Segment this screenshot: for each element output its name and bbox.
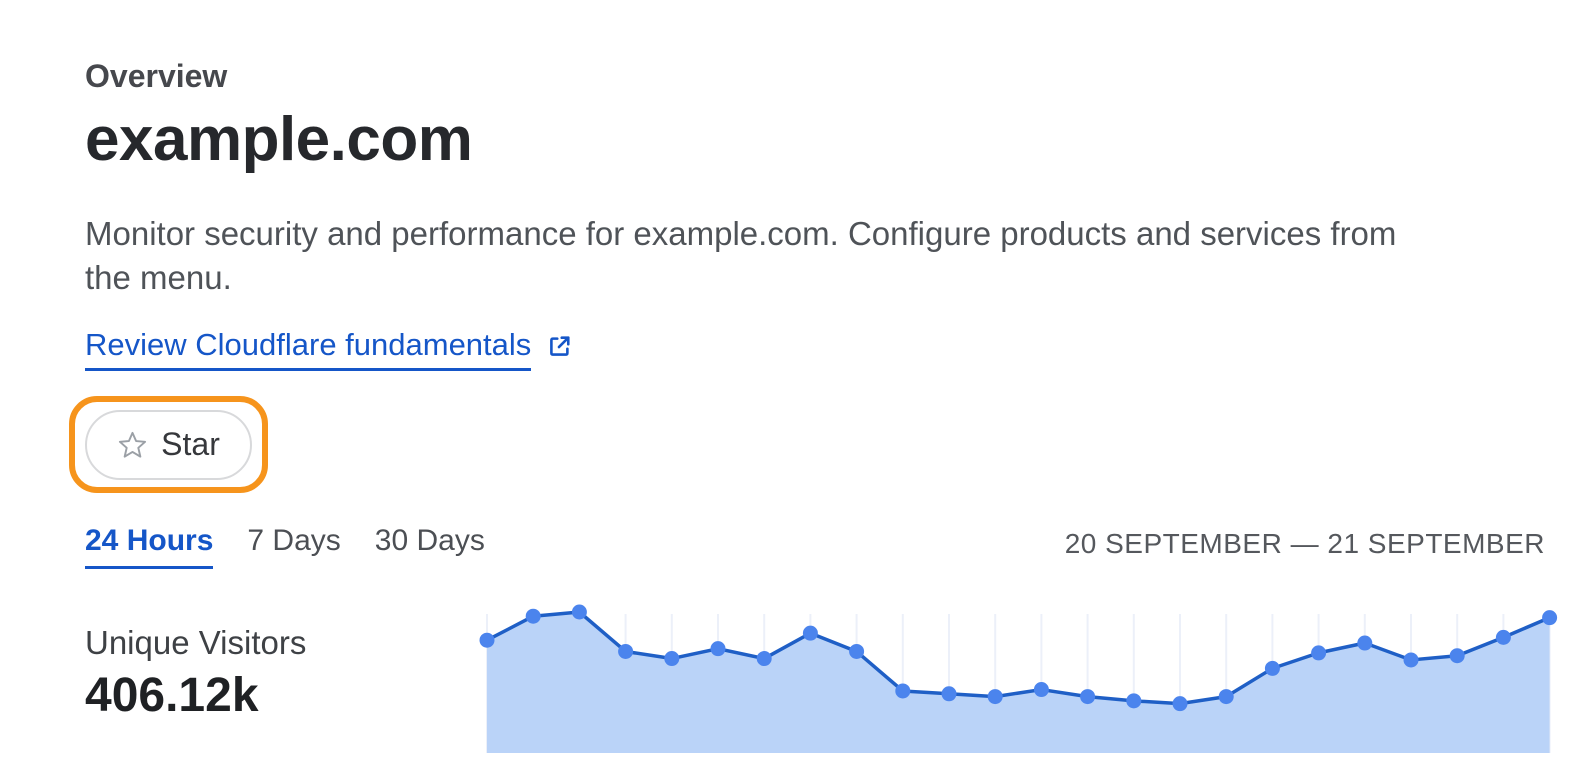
star-icon [119, 431, 147, 458]
review-fundamentals-link[interactable]: Review Cloudflare fundamentals [85, 327, 573, 371]
review-fundamentals-link-label: Review Cloudflare fundamentals [85, 327, 532, 371]
unique-visitors-value: 406.12k [85, 669, 259, 722]
unique-visitors-label: Unique Visitors [85, 624, 307, 661]
time-range-tabs: 24 Hours 7 Days 30 Days [85, 524, 485, 569]
page-description: Monitor security and performance for exa… [85, 215, 1397, 296]
tab-24-hours[interactable]: 24 Hours [85, 524, 214, 569]
star-button[interactable]: Star [85, 409, 252, 480]
external-link-icon [550, 335, 570, 356]
star-button-highlight-annotation: Star [69, 396, 268, 493]
unique-visitors-area-chart[interactable] [479, 588, 1564, 756]
date-range-label: 20 SEPTEMBER — 21 SEPTEMBER [1064, 528, 1545, 559]
page-eyebrow: Overview [85, 58, 228, 94]
page-title: example.com [85, 105, 473, 174]
tab-7-days[interactable]: 7 Days [247, 524, 341, 557]
tab-30-days[interactable]: 30 Days [374, 524, 485, 557]
star-button-label: Star [161, 426, 220, 462]
